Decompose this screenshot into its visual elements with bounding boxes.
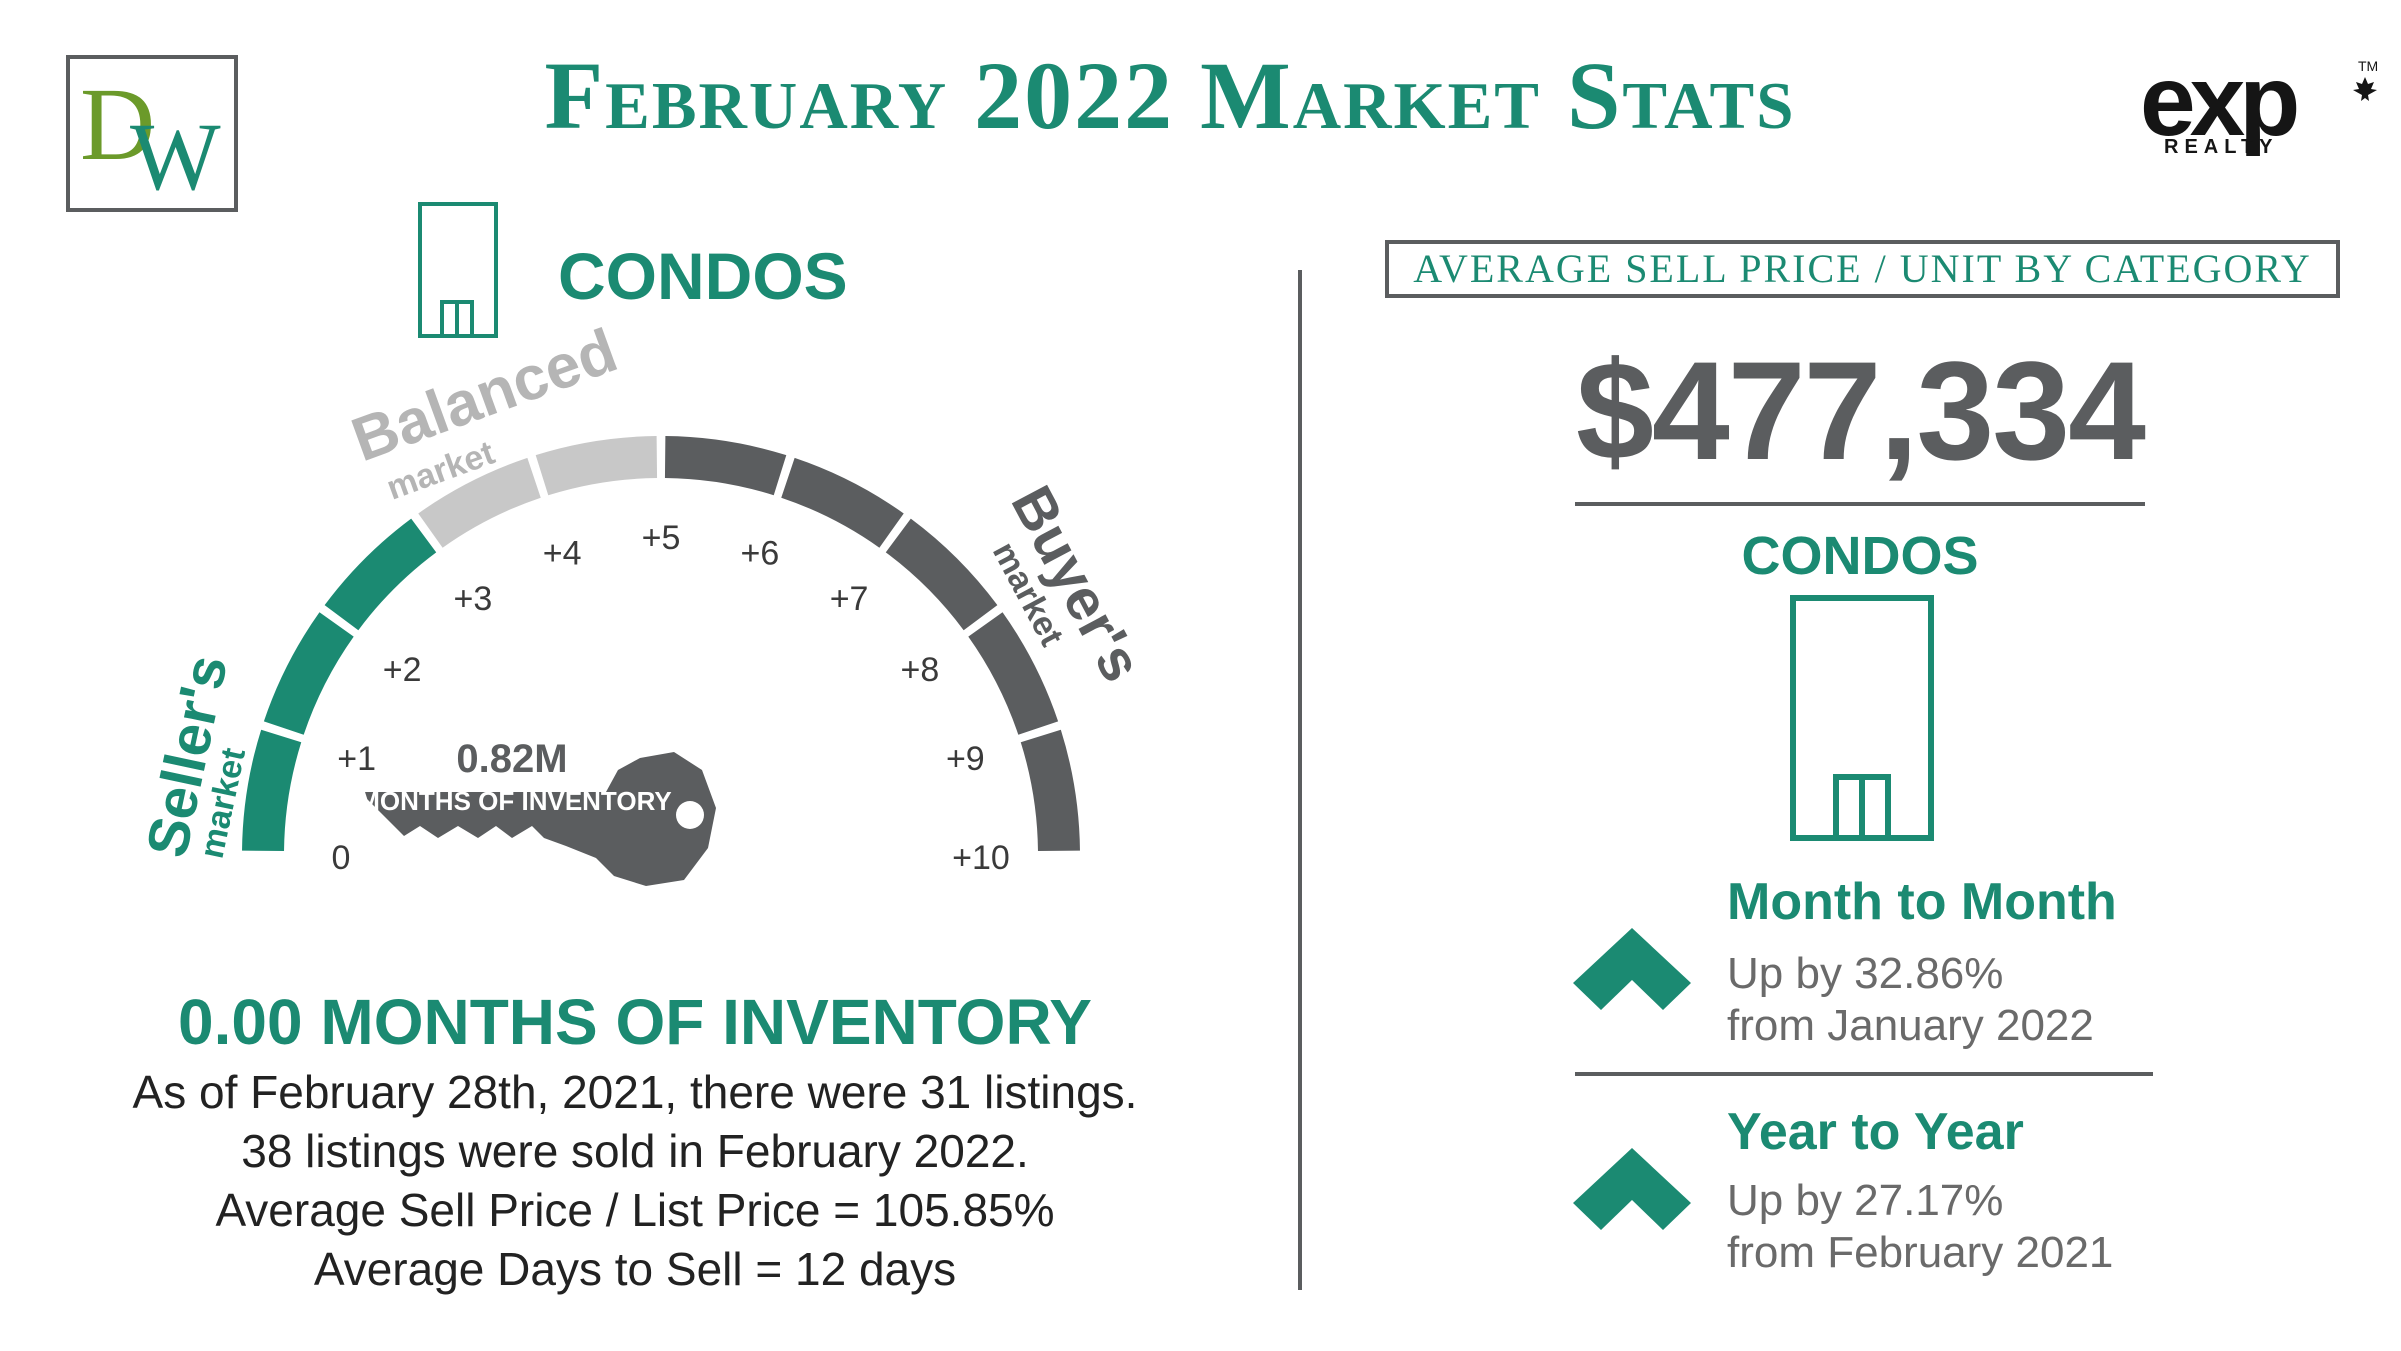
- section-rule: [1575, 1072, 2153, 1076]
- gauge-segment: [885, 518, 998, 631]
- chevron-up-icon: [1573, 928, 1691, 1010]
- condo-building-icon: [418, 202, 498, 338]
- key-value: 0.82M: [456, 737, 567, 781]
- stat-listings: As of February 28th, 2021, there were 31…: [132, 1066, 1138, 1118]
- gauge-segments: [242, 436, 1080, 852]
- gauge-segment: [242, 729, 302, 852]
- gauge-segment: [968, 612, 1059, 735]
- price-rule: [1575, 502, 2145, 506]
- page-title: February 2022 Market Stats: [544, 42, 1796, 149]
- exp-logo-mark: exp: [2140, 45, 2300, 157]
- year-to-year-from: from February 2021: [1727, 1228, 2114, 1277]
- logo-letter-w: W: [130, 103, 221, 210]
- year-to-year-change: Up by 27.17%: [1727, 1176, 2004, 1225]
- avg-price-title-box: AVERAGE SELL PRICE / UNIT BY CATEGORY: [1385, 240, 2340, 298]
- stat-days-to-sell: Average Days to Sell = 12 days: [313, 1243, 957, 1295]
- market-gauge: 0+1+2+3+4 +5 +6+7+8+9+10 Seller's market B…: [134, 316, 1155, 886]
- category-heading: CONDOS: [558, 239, 848, 313]
- key-caption: MONTHS OF INVENTORY: [358, 786, 671, 816]
- gauge-segment: [418, 457, 541, 548]
- average-price: $477,334: [1576, 332, 2146, 489]
- stat-sold: 38 listings were sold in February 2022.: [241, 1125, 1029, 1177]
- gauge-tick-label: +10: [952, 839, 1010, 877]
- condo-building-icon: [1790, 595, 1934, 841]
- gauge-segment: [263, 612, 354, 735]
- months-inventory-heading: 0.00 MONTHS OF INVENTORY: [178, 986, 1092, 1058]
- gauge-segment: [1020, 729, 1080, 852]
- chevron-up-icon: [1573, 1148, 1691, 1230]
- gauge-tick-label: +4: [543, 535, 582, 573]
- gauge-tick-label: 0: [332, 839, 351, 877]
- gauge-segment: [535, 436, 658, 496]
- gauge-tick-label: +8: [901, 651, 940, 689]
- gauge-tick-label: +1: [337, 740, 376, 778]
- maple-leaf-icon: [2353, 77, 2377, 101]
- gauge-ticks: 0 +1 +2 +3 +4 +5 +6 +7 +8 +9 +10: [332, 519, 1010, 877]
- exp-realty-logo: exp TM REALTY: [2140, 45, 2380, 168]
- gauge-tick-label: +5: [642, 519, 681, 557]
- gauge-segment: [324, 518, 437, 631]
- key-icon: [360, 752, 716, 886]
- gauge-segment: [781, 457, 904, 548]
- gauge-tick-label: +7: [830, 580, 869, 618]
- gauge-tick-label: +3: [454, 580, 493, 618]
- month-to-month-from: from January 2022: [1727, 1001, 2094, 1050]
- category-label-right: CONDOS: [1741, 526, 1979, 586]
- gauge-tick-label: +2: [383, 651, 422, 689]
- gauge-tick-label: +9: [946, 740, 985, 778]
- stat-price-ratio: Average Sell Price / List Price = 105.85…: [215, 1184, 1055, 1236]
- exp-logo-sub: REALTY: [2164, 136, 2279, 158]
- gauge-segment: [664, 436, 787, 496]
- gauge-tick-label: +6: [741, 535, 780, 573]
- dw-logo: D W: [66, 55, 238, 212]
- column-divider: [1298, 270, 1302, 1290]
- logo-letter-d: D: [80, 67, 156, 182]
- year-to-year-title: Year to Year: [1727, 1103, 2024, 1161]
- month-to-month-change: Up by 32.86%: [1727, 949, 2004, 998]
- month-to-month-title: Month to Month: [1727, 873, 2117, 931]
- exp-logo-tm: TM: [2358, 58, 2379, 74]
